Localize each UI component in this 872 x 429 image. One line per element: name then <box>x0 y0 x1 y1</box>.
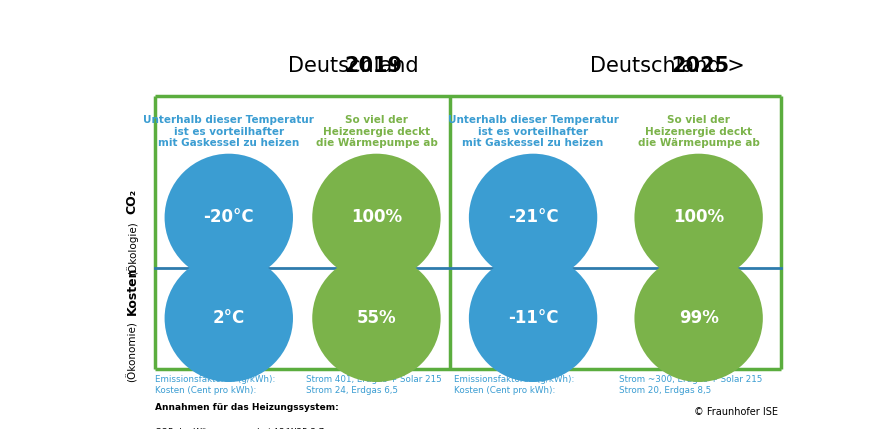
Text: Strom 401, Erdgas + Solar 215
Strom 24, Erdgas 6,5: Strom 401, Erdgas + Solar 215 Strom 24, … <box>306 375 442 395</box>
Text: -21°C: -21°C <box>508 208 558 227</box>
Text: Emissionsfaktoren (g/kWh):
Kosten (Cent pro kWh):: Emissionsfaktoren (g/kWh): Kosten (Cent … <box>155 375 276 395</box>
Text: (Ökonomie): (Ökonomie) <box>126 321 138 382</box>
Text: 55%: 55% <box>357 309 396 327</box>
Ellipse shape <box>165 254 293 382</box>
Ellipse shape <box>635 254 763 382</box>
Ellipse shape <box>469 154 597 281</box>
Text: Strom ~300, Erdgas + Solar 215
Strom 20, Erdgas 8,5: Strom ~300, Erdgas + Solar 215 Strom 20,… <box>619 375 763 395</box>
Text: 2°C: 2°C <box>213 309 245 327</box>
Text: Annahmen für das Heizungssystem:: Annahmen für das Heizungssystem: <box>155 403 338 412</box>
Text: So viel der
Heizenergie deckt
die Wärmepumpe ab: So viel der Heizenergie deckt die Wärmep… <box>637 115 760 148</box>
Text: 2019: 2019 <box>344 56 403 76</box>
Text: Deutschland: Deutschland <box>288 56 425 76</box>
Text: Deutschland >: Deutschland > <box>590 56 752 76</box>
Text: (Ökologie): (Ökologie) <box>126 221 138 275</box>
Text: CO₂: CO₂ <box>126 189 139 214</box>
Text: -11°C: -11°C <box>508 309 558 327</box>
Text: -20°C: -20°C <box>203 208 254 227</box>
Text: 100%: 100% <box>351 208 402 227</box>
Text: Emissionsfaktoren (g/kWh):
Kosten (Cent pro kWh):: Emissionsfaktoren (g/kWh): Kosten (Cent … <box>453 375 574 395</box>
Text: COP der Wärmepumpe bei A2/W35 3,7
Effizienz des Gaskessels 90%
Heizkörper, Heizk: COP der Wärmepumpe bei A2/W35 3,7 Effizi… <box>155 428 343 429</box>
Ellipse shape <box>635 154 763 281</box>
Text: © Fraunhofer ISE: © Fraunhofer ISE <box>694 407 778 417</box>
Text: Kosten: Kosten <box>126 266 139 315</box>
Ellipse shape <box>165 154 293 281</box>
Text: Unterhalb dieser Temperatur
ist es vorteilhafter
mit Gaskessel zu heizen: Unterhalb dieser Temperatur ist es vorte… <box>143 115 314 148</box>
Ellipse shape <box>312 254 440 382</box>
Text: Unterhalb dieser Temperatur
ist es vorteilhafter
mit Gaskessel zu heizen: Unterhalb dieser Temperatur ist es vorte… <box>447 115 618 148</box>
Ellipse shape <box>312 154 440 281</box>
Text: 2025: 2025 <box>671 56 729 76</box>
Text: 99%: 99% <box>678 309 719 327</box>
Ellipse shape <box>469 254 597 382</box>
Text: 100%: 100% <box>673 208 725 227</box>
Text: So viel der
Heizenergie deckt
die Wärmepumpe ab: So viel der Heizenergie deckt die Wärmep… <box>316 115 438 148</box>
